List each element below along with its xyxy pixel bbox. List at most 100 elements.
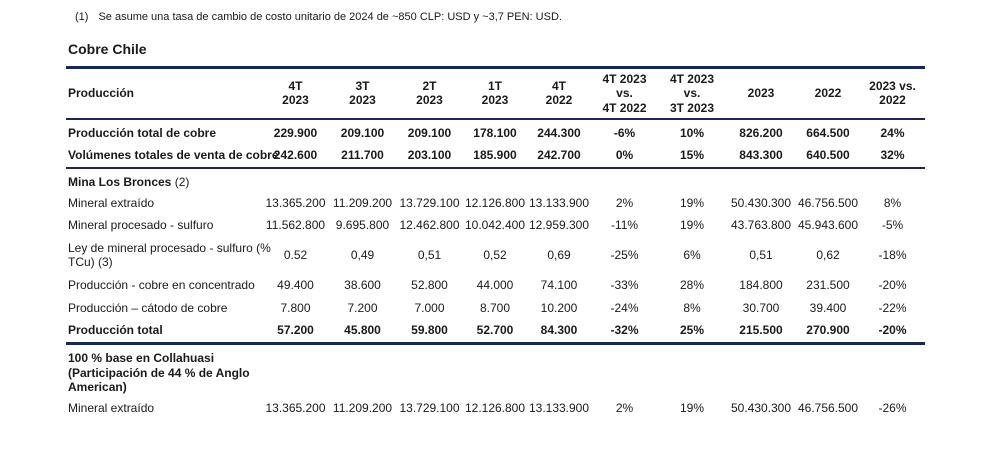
row-label-text: Mineral extraído <box>68 400 155 415</box>
row-label: 100 % base en Collahuasi (Participación d… <box>66 343 262 396</box>
table-row: Producción total de cobre 229.900 209.100 2… <box>66 119 925 145</box>
cell: 19% <box>679 218 705 233</box>
row-label-line: Ley de mineral procesado - sulfuro (% <box>68 241 271 256</box>
cell: 203.100 <box>396 144 463 169</box>
cell: 52.700 <box>463 319 527 345</box>
row-label-text: Ley de mineral procesado - sulfuro (% <box>68 240 271 255</box>
row-label: Ley de mineral procesado - sulfuro (% TCu… <box>66 237 271 274</box>
cell: 229.900 <box>273 125 318 140</box>
table-row: Producción - cobre en concentrado 49.400 3… <box>66 274 925 297</box>
row-label: Mineral procesado - sulfuro <box>66 214 262 237</box>
cell: 12.126.800 <box>464 400 526 415</box>
cell: 10% <box>679 125 705 140</box>
cell: 178.100 <box>473 125 517 140</box>
table-row: Producción – cátodo de cobre 7.800 7.200 7.… <box>66 297 925 320</box>
report-page: (1) Se asume una tasa de cambio de costo… <box>0 11 988 463</box>
cell: 38.600 <box>344 278 381 293</box>
column-header-8: 2023 <box>726 67 796 120</box>
row-label-line: Mina Los Bronces (2) <box>68 175 258 190</box>
cell: 15% <box>658 144 726 169</box>
cell: 8.700 <box>479 300 511 315</box>
cell: 13.365.200 <box>265 195 326 210</box>
row-label-text: Producción total de cobre <box>68 125 217 140</box>
cell: 7.000 <box>414 300 445 315</box>
cell: 185.900 <box>463 144 527 169</box>
cell: 7.200 <box>347 300 378 315</box>
header-line: 2023 <box>747 86 775 101</box>
row-label: Producción total de cobre <box>66 119 262 145</box>
cell: 49.400 <box>277 278 314 293</box>
cell: 8% <box>883 195 902 210</box>
cell: 12.959.300 <box>528 218 590 233</box>
section-title: Cobre Chile <box>68 41 147 58</box>
cell: 242.600 <box>262 144 329 169</box>
cell: 13.365.200 <box>265 400 326 415</box>
row-label-line: Mineral extraído <box>68 196 258 211</box>
header-line: 2T <box>422 79 437 94</box>
cell: 13.133.900 <box>528 195 590 210</box>
header-line: 2023 <box>481 93 509 108</box>
footnote-text: Se asume una tasa de cambio de costo uni… <box>98 11 562 23</box>
cell: 59.800 <box>396 319 463 345</box>
row-label: Mineral extraído <box>66 397 262 420</box>
cell: 24% <box>880 125 905 140</box>
header-line: 3T <box>355 79 370 94</box>
cell: -33% <box>610 278 639 293</box>
cell: 843.300 <box>726 144 796 169</box>
row-label: Volúmenes totales de venta de cobre <box>66 144 279 169</box>
cell: 44.000 <box>476 278 514 293</box>
header-line: vs. <box>616 86 633 101</box>
cell: 45.800 <box>329 319 396 345</box>
cell: -22% <box>878 300 907 315</box>
row-label-text: Producción – cátodo de cobre <box>68 300 228 315</box>
cell: 0.52 <box>283 248 308 263</box>
header-line: 4T <box>288 79 303 94</box>
cell: 28% <box>679 278 705 293</box>
cell: -6% <box>613 125 636 140</box>
cell: 46.756.500 <box>797 400 859 415</box>
row-label-text: Mina Los Bronces <box>68 174 172 189</box>
footnote: (1) Se asume una tasa de cambio de costo… <box>75 11 988 24</box>
cell: 25% <box>658 319 726 345</box>
cell: 7.800 <box>280 300 311 315</box>
column-header-10: 2023 vs. 2022 <box>860 67 925 120</box>
cell: 211.700 <box>329 144 396 169</box>
section-row: 100 % base en Collahuasi (Participación d… <box>66 343 925 396</box>
cell: 32% <box>860 144 925 169</box>
column-header-3: 2T 2023 <box>396 67 463 120</box>
table-body: Producción total de cobre 229.900 209.100 2… <box>66 119 925 420</box>
cell: 209.100 <box>340 125 385 140</box>
table-header: Producción 4T 2023 3T 2023 2T 2023 1T 2023 4T 2022… <box>66 67 925 120</box>
cell: 11.209.200 <box>332 195 393 210</box>
header-line: 1T <box>487 79 502 94</box>
cell: -25% <box>610 248 639 263</box>
cell: 215.500 <box>726 319 796 345</box>
cell: 12.462.800 <box>399 218 460 233</box>
header-line: 2022 <box>545 93 573 108</box>
cell: 19% <box>679 195 705 210</box>
column-header-produccion: Producción <box>66 67 262 120</box>
cell: 43.763.800 <box>730 218 792 233</box>
row-label-text: American) <box>68 380 127 395</box>
row-label-text: 100 % base en Collahuasi <box>68 350 215 365</box>
cell: 84.300 <box>527 319 591 345</box>
row-label-line: (Participación de 44 % de Anglo <box>68 366 258 381</box>
cell: -18% <box>878 248 907 263</box>
header-line: 2022 <box>814 86 842 101</box>
cell: 184.800 <box>739 278 783 293</box>
row-label: Mina Los Bronces (2) <box>66 168 262 192</box>
row-label: Mineral extraído <box>66 192 262 215</box>
header-line: 3T 2023 <box>669 100 715 115</box>
header-line: vs. <box>683 86 701 101</box>
cell: 2% <box>615 195 634 210</box>
header-row: Producción 4T 2023 3T 2023 2T 2023 1T 2023 4T 2022… <box>66 67 925 120</box>
cell: 46.756.500 <box>797 195 859 210</box>
header-line: 4T 2023 <box>602 72 647 87</box>
cell: 0,51 <box>417 248 442 263</box>
cell: -32% <box>591 319 658 345</box>
cell: 13.133.900 <box>528 400 590 415</box>
table-row: Mineral extraído 13.365.200 11.209.200 13.7… <box>66 397 925 420</box>
cell: 50.430.300 <box>730 195 792 210</box>
cell: -24% <box>610 300 639 315</box>
header-line: 4T <box>551 79 566 94</box>
